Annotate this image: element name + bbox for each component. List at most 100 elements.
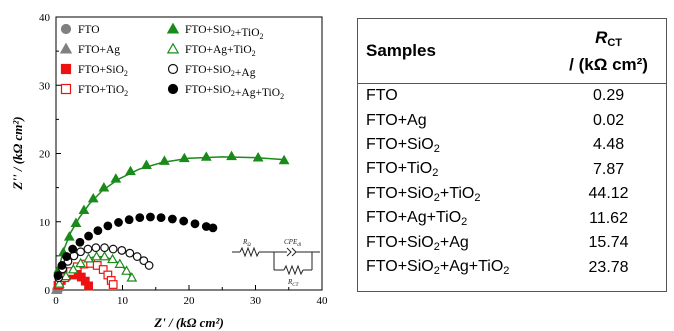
table-row: FTO+TiO2 7.87 bbox=[358, 158, 666, 183]
sample-name-cell: FTO+Ag bbox=[366, 111, 427, 129]
data-point bbox=[68, 244, 78, 254]
data-point bbox=[87, 192, 99, 203]
table-row: FTO+SiO2+Ag+TiO2 23.78 bbox=[358, 256, 666, 281]
legend-marker bbox=[167, 83, 179, 95]
data-point bbox=[135, 213, 145, 223]
data-point bbox=[200, 151, 212, 161]
rct-value-cell: 15.74 bbox=[588, 234, 629, 252]
rs-resistor bbox=[239, 246, 260, 258]
legend-marker bbox=[166, 42, 180, 54]
data-point bbox=[63, 231, 75, 241]
sample-name-cell: FTO+Ag+TiO2 bbox=[366, 209, 468, 229]
data-point bbox=[107, 253, 118, 264]
rct-value-cell: 11.62 bbox=[589, 209, 628, 227]
rct-value-cell: 0.02 bbox=[592, 111, 625, 129]
data-point bbox=[78, 204, 90, 215]
data-point bbox=[98, 182, 110, 192]
data-point bbox=[108, 280, 118, 289]
data-point bbox=[76, 247, 86, 257]
data-point bbox=[75, 237, 85, 247]
data-point bbox=[226, 150, 237, 161]
legend-label: FTO bbox=[78, 24, 100, 36]
legend-marker bbox=[59, 42, 73, 54]
legend-label: FTO+SiO2+TiO2 bbox=[185, 24, 264, 41]
rct-table: Samples RCT / (kΩ cm²) FTO 0.29 FTO+Ag 0.02… bbox=[358, 19, 666, 280]
table-row: FTO+SiO2+TiO2 44.12 bbox=[358, 182, 666, 207]
data-point bbox=[125, 248, 135, 258]
rct-value-cell: 0.29 bbox=[592, 87, 625, 105]
rct-value-cell: 23.78 bbox=[588, 258, 629, 276]
data-point bbox=[167, 214, 177, 224]
fit-curve bbox=[55, 156, 285, 291]
data-point bbox=[83, 253, 94, 263]
data-point bbox=[110, 173, 122, 183]
data-point bbox=[62, 252, 72, 261]
data-point bbox=[125, 165, 136, 176]
table-row: FTO+Ag 0.02 bbox=[358, 109, 666, 134]
rct-value-cell: 44.12 bbox=[588, 185, 629, 203]
data-point bbox=[99, 250, 110, 261]
data-point bbox=[190, 219, 200, 229]
legend-label: FTO+SiO2 bbox=[78, 64, 128, 78]
data-point bbox=[144, 261, 154, 270]
y-tick-label: 0 bbox=[45, 285, 51, 297]
data-point bbox=[84, 231, 93, 241]
x-tick-label: 20 bbox=[184, 295, 196, 307]
table-row: FTO+Ag+TiO2 11.62 bbox=[358, 207, 666, 232]
data-point bbox=[75, 257, 87, 268]
legend-label: FTO+Ag bbox=[78, 44, 120, 56]
data-point bbox=[117, 246, 127, 255]
rct-table-container: Samples RCT / (kΩ cm²) FTO 0.29 FTO+Ag 0.02… bbox=[357, 18, 667, 292]
sample-name-cell: FTO+SiO2 bbox=[366, 135, 440, 155]
data-point bbox=[53, 278, 65, 288]
table-row: FTO 0.29 bbox=[358, 84, 666, 109]
x-tick-label: 40 bbox=[317, 295, 329, 307]
data-point bbox=[179, 216, 189, 226]
data-point bbox=[93, 226, 103, 236]
data-point bbox=[57, 261, 67, 270]
data-point bbox=[83, 244, 93, 254]
data-point bbox=[124, 215, 134, 225]
data-point bbox=[114, 218, 123, 227]
data-point bbox=[141, 159, 152, 169]
data-point bbox=[53, 271, 63, 281]
x-tick-label: 0 bbox=[53, 295, 59, 307]
sample-name-cell: FTO+SiO2+Ag bbox=[366, 233, 469, 253]
data-point bbox=[126, 272, 138, 282]
nyquist-plot: 0 10 20 30 40 0 10 20 30 40 Z' / (kΩ cm²) Z'' / (… bbox=[10, 12, 329, 330]
data-point bbox=[139, 256, 149, 266]
data-point bbox=[98, 265, 108, 274]
y-tick-label: 40 bbox=[39, 12, 51, 24]
legend-label: FTO+Ag+TiO2 bbox=[185, 44, 256, 58]
data-point bbox=[121, 265, 132, 275]
data-point bbox=[108, 244, 118, 254]
equivalent-circuit-inset: RΩ CPEdl RCT bbox=[232, 238, 320, 288]
rct-column-unit: / (kΩ cm²) bbox=[569, 54, 648, 74]
data-point bbox=[114, 258, 126, 268]
legend-label: FTO+SiO2+Ag bbox=[185, 64, 256, 79]
data-point bbox=[132, 252, 142, 261]
rct-label: RCT bbox=[287, 278, 300, 288]
data-point bbox=[146, 212, 155, 222]
y-tick-label: 10 bbox=[39, 217, 51, 229]
rct-value-cell: 4.48 bbox=[592, 136, 625, 154]
legend-marker bbox=[167, 63, 179, 75]
y-axis-label: Z'' / (kΩ cm²) bbox=[10, 116, 25, 190]
legend-marker bbox=[60, 63, 72, 75]
sample-name-cell: FTO+TiO2 bbox=[366, 160, 439, 180]
data-point bbox=[103, 221, 113, 231]
legend-marker bbox=[60, 83, 72, 95]
legend-label: FTO+SiO2+Ag+TiO2 bbox=[185, 84, 284, 101]
data-point bbox=[100, 243, 109, 253]
sample-name-cell: FTO bbox=[366, 87, 398, 105]
data-point bbox=[208, 223, 218, 233]
legend-marker bbox=[166, 22, 180, 34]
data-point bbox=[158, 155, 170, 165]
sample-name-cell: FTO+SiO2+Ag+TiO2 bbox=[366, 258, 510, 278]
data-point bbox=[91, 250, 102, 261]
samples-column-header: Samples bbox=[358, 19, 552, 84]
data-point bbox=[156, 213, 166, 223]
legend-label: FTO+TiO2 bbox=[78, 84, 128, 98]
x-tick-label: 30 bbox=[250, 295, 262, 307]
